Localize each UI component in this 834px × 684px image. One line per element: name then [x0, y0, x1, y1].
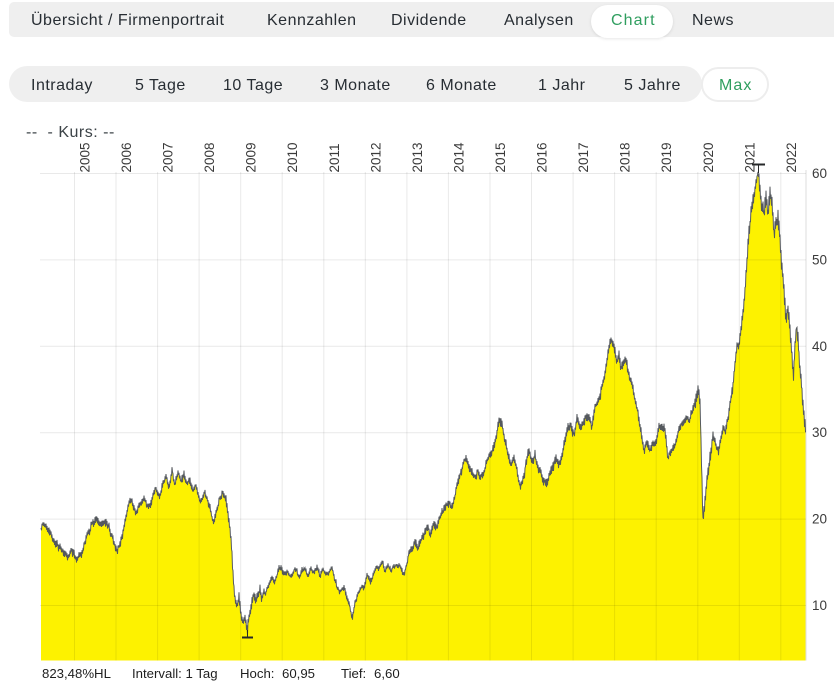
svg-text:10: 10 [812, 598, 827, 613]
svg-text:50: 50 [812, 252, 827, 267]
svg-text:2005: 2005 [78, 142, 93, 172]
svg-text:2022: 2022 [784, 142, 799, 172]
svg-text:30: 30 [812, 425, 827, 440]
svg-text:2013: 2013 [410, 142, 425, 172]
svg-text:2017: 2017 [576, 142, 591, 172]
svg-text:2007: 2007 [161, 142, 176, 172]
svg-text:2018: 2018 [618, 142, 633, 172]
svg-text:2009: 2009 [244, 142, 259, 172]
svg-text:2015: 2015 [493, 142, 508, 172]
svg-text:2012: 2012 [368, 142, 383, 172]
svg-text:20: 20 [812, 512, 827, 527]
svg-text:2006: 2006 [119, 142, 134, 172]
svg-text:2021: 2021 [742, 142, 757, 172]
svg-text:2010: 2010 [285, 142, 300, 172]
svg-text:2011: 2011 [327, 143, 342, 172]
svg-text:2008: 2008 [202, 142, 217, 172]
svg-text:2020: 2020 [701, 142, 716, 172]
svg-text:2019: 2019 [659, 142, 674, 172]
svg-text:2016: 2016 [535, 142, 550, 172]
svg-text:60: 60 [812, 166, 827, 181]
svg-text:2014: 2014 [451, 142, 466, 173]
svg-text:40: 40 [812, 339, 827, 354]
